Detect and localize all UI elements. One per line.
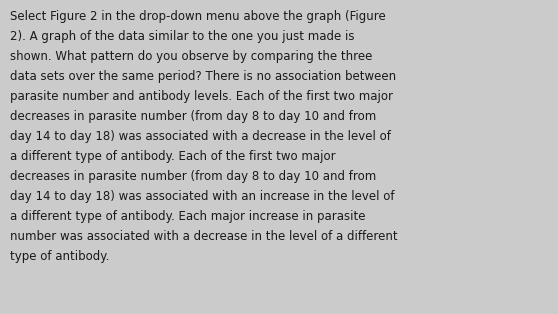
Text: a different type of antibody. Each of the first two major: a different type of antibody. Each of th…	[10, 150, 335, 163]
Text: type of antibody.: type of antibody.	[10, 250, 109, 263]
Text: day 14 to day 18) was associated with an increase in the level of: day 14 to day 18) was associated with an…	[10, 190, 395, 203]
Text: 2). A graph of the data similar to the one you just made is: 2). A graph of the data similar to the o…	[10, 30, 354, 43]
Text: shown. What pattern do you observe by comparing the three: shown. What pattern do you observe by co…	[10, 50, 372, 63]
Text: a different type of antibody. Each major increase in parasite: a different type of antibody. Each major…	[10, 210, 365, 223]
Text: data sets over the same period? There is no association between: data sets over the same period? There is…	[10, 70, 396, 83]
Text: parasite number and antibody levels. Each of the first two major: parasite number and antibody levels. Eac…	[10, 90, 393, 103]
Text: decreases in parasite number (from day 8 to day 10 and from: decreases in parasite number (from day 8…	[10, 170, 376, 183]
Text: decreases in parasite number (from day 8 to day 10 and from: decreases in parasite number (from day 8…	[10, 110, 376, 123]
Text: day 14 to day 18) was associated with a decrease in the level of: day 14 to day 18) was associated with a …	[10, 130, 391, 143]
Text: Select Figure 2 in the drop-down menu above the graph (Figure: Select Figure 2 in the drop-down menu ab…	[10, 10, 386, 23]
Text: number was associated with a decrease in the level of a different: number was associated with a decrease in…	[10, 230, 398, 243]
